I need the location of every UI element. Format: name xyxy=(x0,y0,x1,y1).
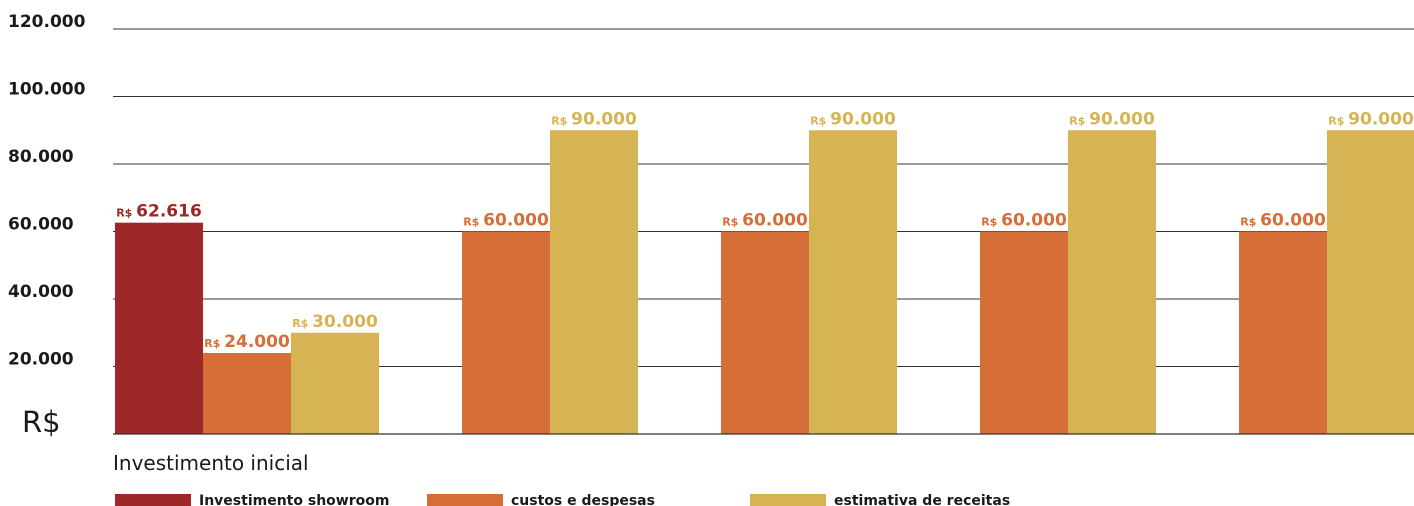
y-tick-label: 120.000 xyxy=(8,12,86,32)
data-label: R$ 62.616 xyxy=(116,202,202,222)
bar xyxy=(203,353,291,434)
y-tick-label: 40.000 xyxy=(8,282,74,302)
bar xyxy=(980,231,1068,434)
data-label: R$ 90.000 xyxy=(551,109,637,129)
legend-label: Investimento showroom xyxy=(199,493,389,506)
legend-swatch xyxy=(427,494,503,506)
data-label: R$ 60.000 xyxy=(1240,211,1326,231)
bar xyxy=(1327,130,1414,434)
bar xyxy=(462,231,550,434)
data-label: R$ 24.000 xyxy=(204,332,290,352)
bar xyxy=(550,130,638,434)
data-label: R$ 30.000 xyxy=(292,312,378,332)
data-label: R$ 90.000 xyxy=(810,109,896,129)
legend: Investimento showroom custos e despesas es… xyxy=(115,493,1010,506)
bars xyxy=(115,130,1414,434)
bar xyxy=(1239,231,1327,434)
data-label: R$ 60.000 xyxy=(463,211,549,231)
category-label-initial: Investimento inicial xyxy=(113,451,309,475)
data-label: R$ 90.000 xyxy=(1069,109,1155,129)
y-tick-label: 80.000 xyxy=(8,147,74,167)
bar xyxy=(1068,130,1156,434)
legend-swatch xyxy=(115,494,191,506)
data-label: R$ 60.000 xyxy=(722,211,808,231)
y-tick-label: 20.000 xyxy=(8,350,74,370)
bar xyxy=(809,130,897,434)
bar xyxy=(721,231,809,434)
bar xyxy=(291,332,379,434)
data-label: R$ 90.000 xyxy=(1328,109,1414,129)
y-axis-ticks: 20.000 40.000 60.000 80.000 100.000 120.000 xyxy=(8,12,86,370)
legend-label: custos e despesas xyxy=(511,493,655,506)
y-tick-label: 60.000 xyxy=(8,215,74,235)
data-label: R$ 60.000 xyxy=(981,211,1067,231)
legend-label: estimativa de receitas xyxy=(834,493,1010,506)
y-tick-label: 100.000 xyxy=(8,80,86,100)
y-axis-unit-label: R$ xyxy=(22,405,61,439)
legend-swatch xyxy=(750,494,826,506)
bar xyxy=(115,222,203,434)
